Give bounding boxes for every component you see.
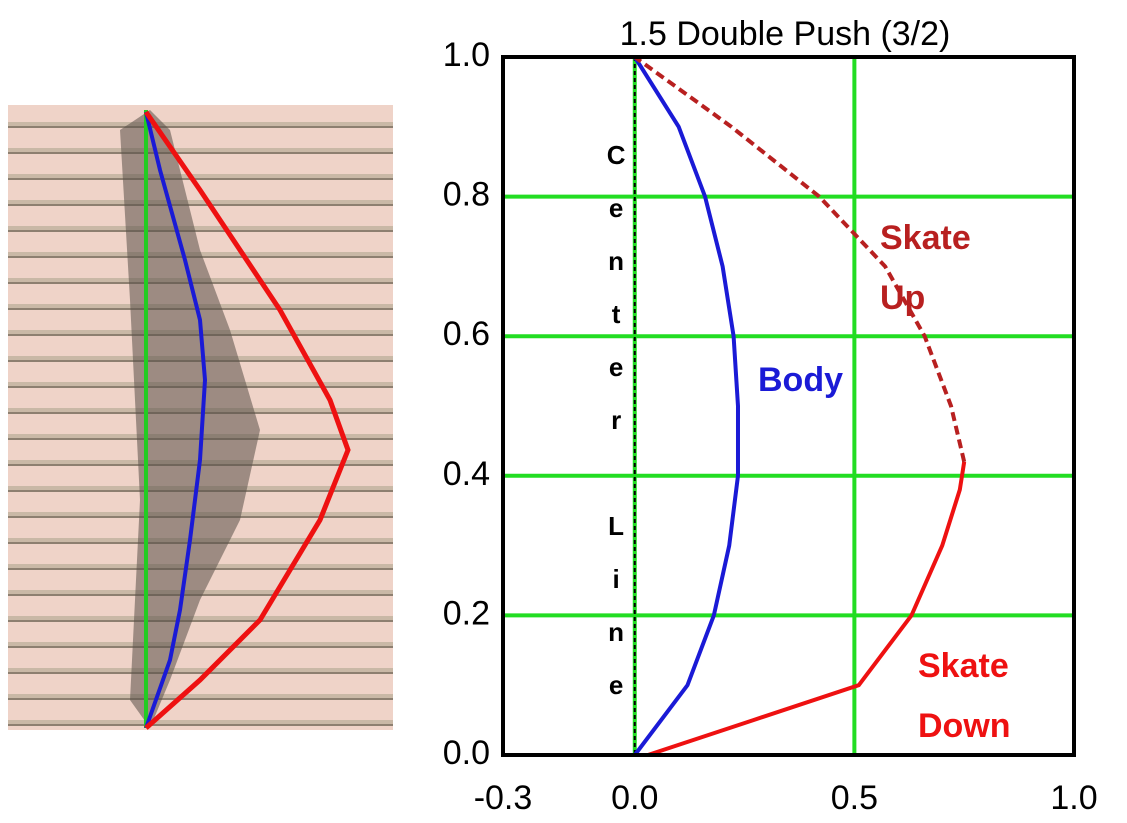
page: {"chart_data": {"type": "line", "title":… (0, 0, 1127, 823)
series-label: Skate (918, 647, 1009, 685)
series-line (648, 462, 964, 755)
x-tick-label: 0.0 (611, 779, 658, 817)
y-tick-label: 0.0 (443, 734, 490, 772)
series-label: Down (918, 707, 1011, 745)
y-tick-label: 1.0 (443, 36, 490, 74)
series-label: Up (880, 279, 925, 317)
x-tick-label: 1.0 (1050, 779, 1097, 817)
skating-photo (8, 105, 393, 730)
series-line (635, 57, 964, 462)
x-tick-label: -0.3 (474, 779, 533, 817)
y-tick-label: 0.8 (443, 176, 490, 214)
x-tick-label: 0.5 (831, 779, 878, 817)
chart-title: 1.5 Double Push (3/2) (620, 15, 951, 53)
series-line (635, 57, 738, 755)
series-label: Body (758, 361, 843, 399)
chart: 1.5 Double Push (3/2) 0.0 0.2 0.4 0.6 0.8 1.0… (0, 0, 1127, 823)
y-tick-label: 0.6 (443, 315, 490, 353)
series-label: Skate (880, 219, 971, 257)
center-line-label: Center Line (601, 140, 631, 723)
y-tick-label: 0.2 (443, 594, 490, 632)
y-tick-label: 0.4 (443, 455, 490, 493)
